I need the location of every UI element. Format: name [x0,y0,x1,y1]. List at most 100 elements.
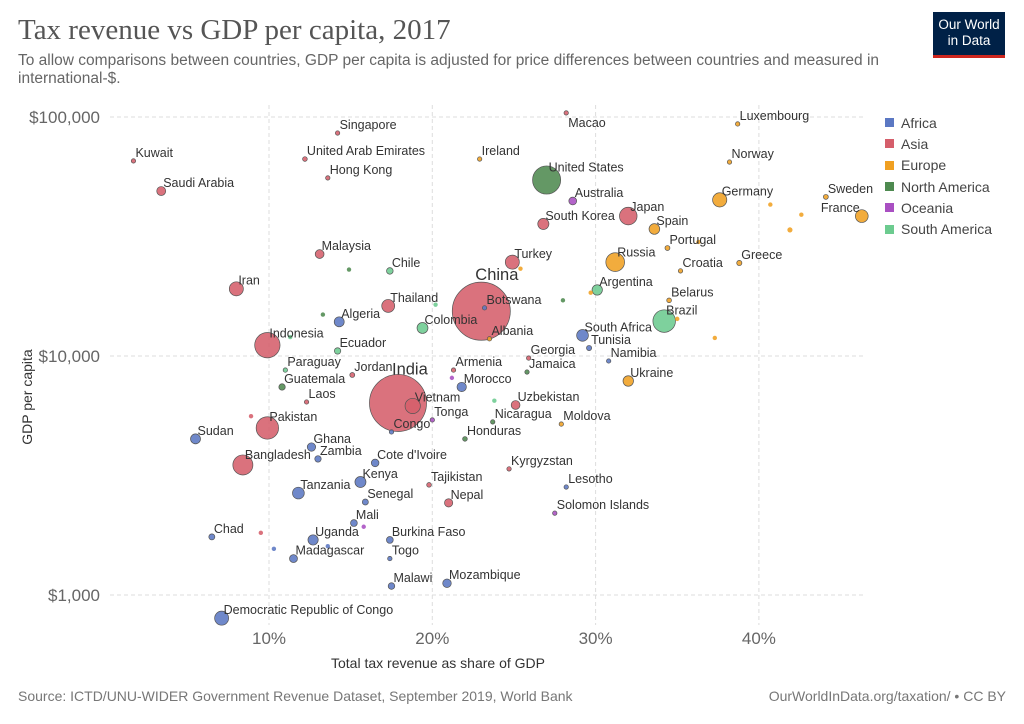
data-point[interactable] [325,175,331,181]
data-point[interactable] [387,582,396,590]
legend-item[interactable]: South America [885,218,992,239]
data-point[interactable] [255,416,279,440]
data-point[interactable] [289,554,298,563]
data-point[interactable] [282,367,288,373]
data-point[interactable] [482,305,488,311]
data-point[interactable] [696,239,701,245]
data-point[interactable] [248,413,254,419]
data-point[interactable] [429,417,435,423]
data-point[interactable] [490,419,496,425]
data-point[interactable] [350,519,358,527]
data-point[interactable] [591,284,603,296]
data-point[interactable] [606,358,612,364]
data-point[interactable] [768,202,773,207]
data-point[interactable] [563,110,569,116]
data-point[interactable] [605,252,625,272]
data-point[interactable] [823,194,829,200]
data-point[interactable] [532,165,562,195]
data-point[interactable] [292,486,305,500]
data-point[interactable] [560,298,566,303]
data-point[interactable] [190,433,201,445]
data-point[interactable] [563,484,569,490]
data-point[interactable] [619,206,638,226]
legend-item[interactable]: Africa [885,112,992,133]
data-point[interactable] [381,299,396,313]
data-point[interactable] [335,130,341,136]
data-point[interactable] [677,268,684,274]
data-point[interactable] [526,355,532,361]
data-point[interactable] [333,316,345,328]
data-point[interactable] [387,556,393,562]
data-point[interactable] [518,266,523,271]
data-point[interactable] [558,421,564,427]
data-point[interactable] [799,212,804,217]
data-point[interactable] [586,345,593,351]
data-point[interactable] [232,454,254,476]
data-point[interactable] [404,397,421,414]
data-point[interactable] [156,186,167,196]
data-point[interactable] [320,312,326,317]
data-point[interactable] [492,398,497,403]
data-point[interactable] [349,372,356,378]
data-point[interactable] [304,399,310,405]
data-point[interactable] [307,534,319,546]
data-point[interactable] [450,367,457,373]
data-point[interactable] [449,375,455,381]
data-point[interactable] [456,381,467,393]
data-point[interactable] [712,192,728,208]
data-point[interactable] [726,159,733,165]
data-point[interactable] [278,383,286,391]
data-point[interactable] [258,530,264,536]
data-point[interactable] [433,302,438,307]
data-point[interactable] [568,196,577,206]
data-point[interactable] [288,334,293,340]
data-point[interactable] [666,297,672,304]
data-point[interactable] [462,436,468,442]
data-point[interactable] [787,227,793,233]
data-point[interactable] [652,309,676,333]
license-link[interactable]: OurWorldInData.org/taxation/ • CC BY [768,688,1006,704]
data-point[interactable] [648,223,661,235]
data-point[interactable] [302,156,308,162]
data-point[interactable] [588,290,593,295]
data-point[interactable] [444,498,454,508]
data-point[interactable] [486,336,493,342]
data-point[interactable] [130,158,137,164]
data-point[interactable] [334,347,342,355]
data-point[interactable] [552,510,558,516]
data-point[interactable] [576,329,589,342]
data-point[interactable] [506,466,512,472]
data-point[interactable] [388,429,395,435]
data-point[interactable] [735,121,741,127]
legend-item[interactable]: Asia [885,133,992,154]
data-point[interactable] [451,281,511,341]
data-point[interactable] [271,546,277,552]
data-point[interactable] [314,455,322,463]
data-point[interactable] [675,316,680,322]
data-point[interactable] [369,374,427,432]
data-point[interactable] [354,476,367,488]
data-point[interactable] [622,375,634,387]
data-point[interactable] [228,281,244,297]
data-point[interactable] [386,267,394,275]
data-point[interactable] [504,254,520,270]
data-point[interactable] [306,442,317,452]
data-point[interactable] [712,335,718,341]
legend-item[interactable]: Europe [885,155,992,176]
data-point[interactable] [208,533,216,541]
data-point[interactable] [426,482,432,488]
owid-logo[interactable]: Our World in Data [933,12,1005,58]
legend-item[interactable]: North America [885,176,992,197]
data-point[interactable] [254,332,281,359]
data-point[interactable] [524,369,530,375]
data-point[interactable] [537,217,550,230]
data-point[interactable] [314,249,325,259]
data-point[interactable] [214,610,230,626]
data-point[interactable] [855,209,869,223]
data-point[interactable] [386,536,394,544]
data-point[interactable] [361,524,366,529]
data-point[interactable] [477,156,483,162]
data-point[interactable] [361,498,369,506]
data-point[interactable] [416,322,429,334]
data-point[interactable] [510,400,521,410]
